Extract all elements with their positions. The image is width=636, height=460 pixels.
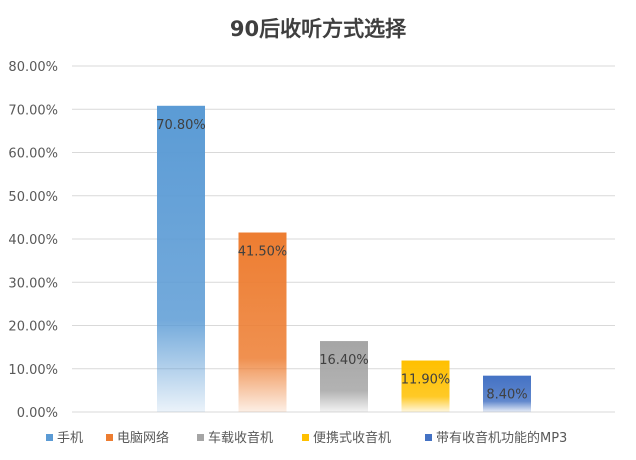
bars: [157, 105, 531, 412]
y-tick-label: 20.00%: [8, 320, 58, 335]
legend-label-3: 车载收音机: [208, 430, 273, 446]
data-label-4: 11.90%: [401, 373, 451, 388]
y-tick-label: 10.00%: [8, 363, 58, 378]
data-labels: 70.80% 41.50% 16.40% 11.90% 8.40%: [156, 118, 527, 403]
legend-label-2: 电脑网络: [117, 430, 169, 446]
y-tick-label: 40.00%: [8, 233, 58, 248]
legend-swatch-5: [425, 434, 432, 441]
y-tick-label: 60.00%: [8, 147, 58, 162]
legend-label-1: 手机: [57, 431, 83, 446]
y-tick-label: 0.00%: [17, 406, 58, 421]
data-label-3: 16.40%: [319, 353, 369, 368]
y-tick-label: 50.00%: [8, 190, 58, 205]
data-label-2: 41.50%: [238, 245, 288, 260]
data-label-1: 70.80%: [156, 118, 206, 133]
y-tick-label: 80.00%: [8, 60, 58, 75]
legend-swatch-3: [197, 434, 204, 441]
chart-title: 90后收听方式选择: [230, 17, 407, 41]
bar-5: [483, 375, 531, 412]
legend-swatch-2: [106, 434, 113, 441]
legend-swatch-1: [46, 434, 53, 441]
data-label-5: 8.40%: [486, 388, 527, 403]
y-tick-label: 70.00%: [8, 103, 58, 118]
bar-3: [320, 341, 368, 412]
legend-label-5: 带有收音机功能的MP3: [436, 430, 567, 446]
legend-swatch-4: [302, 434, 309, 441]
y-axis-tick-labels: 0.00% 10.00% 20.00% 30.00% 40.00% 50.00% 60.00…: [8, 60, 58, 421]
bar-4: [401, 360, 450, 412]
bar-1: [157, 105, 205, 412]
bar-2: [238, 232, 287, 412]
legend: 手机 电脑网络 车载收音机 便携式收音机 带有收音机功能的MP3: [46, 430, 567, 446]
y-tick-label: 30.00%: [8, 276, 58, 291]
legend-label-4: 便携式收音机: [313, 430, 391, 446]
